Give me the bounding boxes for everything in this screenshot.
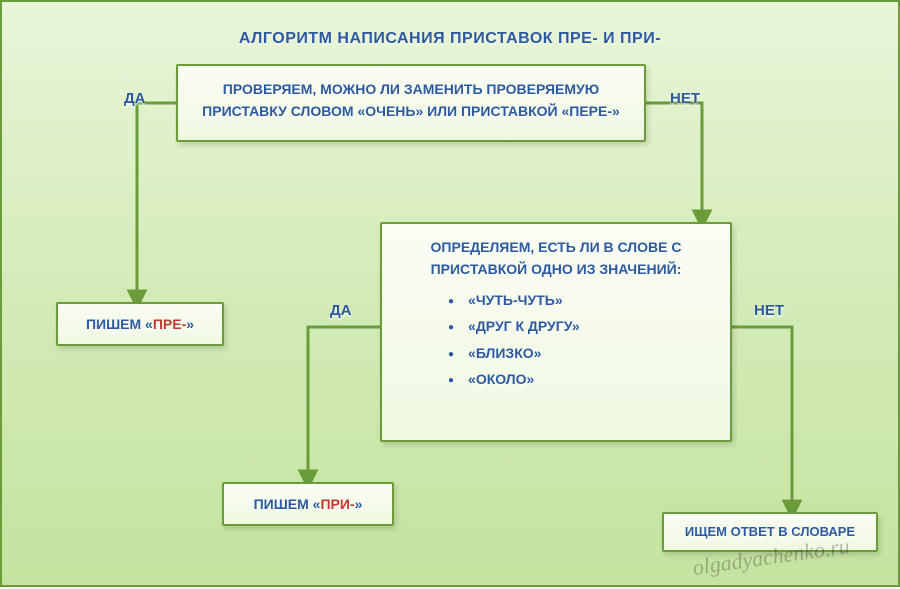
label-no2: НЕТ xyxy=(754,302,784,319)
edge-no2 xyxy=(732,327,792,512)
flowchart-title: АЛГОРИТМ НАПИСАНИЯ ПРИСТАВОК ПРЕ- И ПРИ- xyxy=(2,30,898,48)
decide-item: «ДРУГ К ДРУГУ» xyxy=(448,315,714,337)
accent-pri: ПРИ- xyxy=(320,493,354,515)
decide-item: «ЧУТЬ-ЧУТЬ» xyxy=(448,289,714,311)
node-decide-line2: ПРИСТАВКОЙ ОДНО ИЗ ЗНАЧЕНИЙ: xyxy=(431,261,682,277)
node-pre: ПИШЕМ «ПРЕ-» xyxy=(56,302,224,346)
decide-items: «ЧУТЬ-ЧУТЬ» «ДРУГ К ДРУГУ» «БЛИЗКО» «ОКО… xyxy=(448,289,714,391)
label-no1: НЕТ xyxy=(670,90,700,107)
node-check: ПРОВЕРЯЕМ, МОЖНО ЛИ ЗАМЕНИТЬ ПРОВЕРЯЕМУЮ… xyxy=(176,64,646,142)
label-yes2: ДА xyxy=(330,302,352,319)
node-check-line1: ПРОВЕРЯЕМ, МОЖНО ЛИ ЗАМЕНИТЬ ПРОВЕРЯЕМУЮ xyxy=(223,81,599,97)
label-yes1: ДА xyxy=(124,90,146,107)
edge-yes2 xyxy=(308,327,380,482)
node-check-line2: ПРИСТАВКУ СЛОВОМ «ОЧЕНЬ» ИЛИ ПРИСТАВКОЙ … xyxy=(202,103,620,119)
node-decide: ОПРЕДЕЛЯЕМ, ЕСТЬ ЛИ В СЛОВЕ С ПРИСТАВКОЙ… xyxy=(380,222,732,442)
edge-no1 xyxy=(646,103,702,222)
node-decide-line1: ОПРЕДЕЛЯЕМ, ЕСТЬ ЛИ В СЛОВЕ С xyxy=(431,239,682,255)
flowchart-canvas: АЛГОРИТМ НАПИСАНИЯ ПРИСТАВОК ПРЕ- И ПРИ-… xyxy=(0,0,900,587)
accent-pre: ПРЕ- xyxy=(153,313,186,335)
edge-yes1 xyxy=(137,103,176,302)
decide-item: «ОКОЛО» xyxy=(448,368,714,390)
node-pri: ПИШЕМ «ПРИ-» xyxy=(222,482,394,526)
decide-item: «БЛИЗКО» xyxy=(448,342,714,364)
